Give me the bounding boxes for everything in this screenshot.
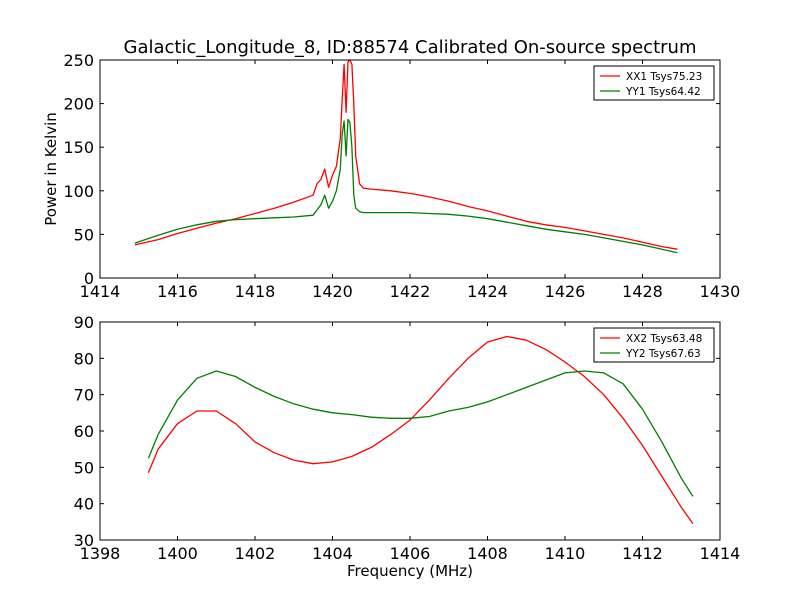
x-tick-label: 1420 <box>312 282 353 301</box>
series-line-xx <box>147 335 694 524</box>
y-tick-label: 60 <box>74 422 94 441</box>
y-tick-label: 90 <box>74 313 94 332</box>
y-tick-label: 150 <box>63 138 94 157</box>
chart-title: Galactic_Longitude_8, ID:88574 Calibrate… <box>124 37 697 58</box>
x-tick-label: 1410 <box>545 544 586 563</box>
x-tick-label: 1414 <box>80 282 121 301</box>
x-tick-label: 1404 <box>312 544 353 563</box>
legend-label: YY2 Tsys67.63 <box>625 348 701 360</box>
x-tick-label: 1400 <box>157 544 198 563</box>
legend-label: YY1 Tsys64.42 <box>625 86 701 98</box>
legend-label: XX2 Tsys63.48 <box>626 333 702 345</box>
x-tick-label: 1408 <box>467 544 508 563</box>
y-tick-label: 0 <box>84 269 94 288</box>
legend: XX1 Tsys75.23 YY1 Tsys64.42 <box>593 65 715 101</box>
y-tick-label: 40 <box>74 495 94 514</box>
y-tick-label: 200 <box>63 95 94 114</box>
series-group <box>147 335 694 524</box>
legend-box <box>593 65 715 101</box>
series-group <box>134 60 678 254</box>
x-tick-label: 1430 <box>700 282 741 301</box>
x-tick-label: 1398 <box>80 544 121 563</box>
y-tick-label: 30 <box>74 531 94 550</box>
y-tick-label: 80 <box>74 349 94 368</box>
plot-1: 1414 1416 1418 1420 1422 1424 1426 1428 1430 0 50 1… <box>42 51 740 301</box>
y-tick-label: 70 <box>74 386 94 405</box>
x-tick-label: 1418 <box>235 282 276 301</box>
x-axis-label: Frequency (MHz) <box>347 562 473 580</box>
x-tick-label: 1412 <box>622 544 663 563</box>
x-tick-label: 1416 <box>157 282 198 301</box>
y-tick-label: 250 <box>63 51 94 70</box>
x-tick-label: 1426 <box>545 282 586 301</box>
x-tick-label: 1414 <box>700 544 741 563</box>
series-line-xx <box>134 60 678 250</box>
series-line-yy <box>147 370 694 497</box>
y-tick-label: 50 <box>74 458 94 477</box>
plot-2: 1398 1400 1402 1404 1406 1408 1410 1412 1414 30 40… <box>74 313 741 580</box>
y-axis-label: Power in Kelvin <box>42 112 60 226</box>
x-tick-label: 1422 <box>390 282 431 301</box>
plots-layer: 1414 1416 1418 1420 1422 1424 1426 1428 14300501… <box>42 51 740 580</box>
legend: XX2 Tsys63.48 YY2 Tsys67.63 <box>593 327 715 363</box>
x-tick-label: 1406 <box>390 544 431 563</box>
legend-box <box>593 327 715 363</box>
legend-label: XX1 Tsys75.23 <box>626 71 702 83</box>
x-tick-label: 1424 <box>467 282 508 301</box>
series-line-yy <box>134 118 678 254</box>
x-tick-label: 1402 <box>235 544 276 563</box>
y-tick-label: 50 <box>74 225 94 244</box>
x-tick-label: 1428 <box>622 282 663 301</box>
y-tick-label: 100 <box>63 182 94 201</box>
